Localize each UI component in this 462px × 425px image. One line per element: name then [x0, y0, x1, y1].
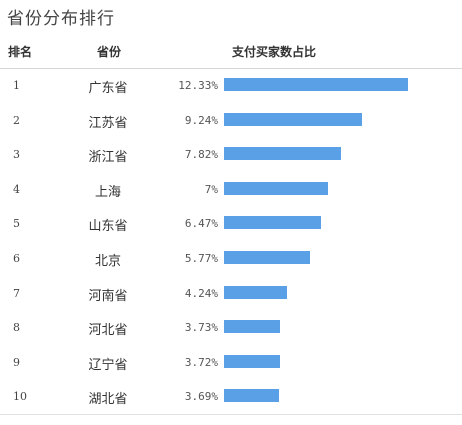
province-cell: 辽宁省: [88, 357, 128, 373]
table-bottom-divider: [0, 414, 462, 415]
table-row: 4 上海 7%: [0, 173, 462, 208]
rank-cell: 10: [13, 390, 27, 404]
page-title: 省份分布排行: [7, 9, 115, 29]
ranking-table: 1 广东省 12.33% 2 江苏省 9.24% 3 浙江省 7.82% 4 上海 7% 5 山东省 6.4…: [0, 69, 462, 415]
percentage-label: 9.24%: [184, 113, 218, 127]
table-row: 7 河南省 4.24%: [0, 277, 462, 312]
province-cell: 浙江省: [88, 150, 128, 166]
percentage-bar: [224, 320, 280, 334]
rank-cell: 2: [13, 113, 20, 127]
percentage-label: 4.24%: [184, 286, 218, 300]
percentage-bar: [224, 216, 321, 230]
rank-cell: 7: [13, 286, 20, 300]
percentage-label: 6.47%: [184, 217, 218, 231]
rank-cell: 4: [13, 182, 20, 196]
percentage-bar: [224, 181, 329, 195]
province-column-header: 省份: [96, 45, 121, 59]
province-cell: 河北省: [88, 323, 128, 339]
province-cell: 山东省: [88, 219, 128, 235]
rank-cell: 8: [13, 321, 20, 335]
province-cell: 上海: [94, 184, 121, 200]
table-row: 2 江苏省 9.24%: [0, 104, 462, 139]
rank-cell: 3: [13, 148, 20, 162]
province-cell: 河南省: [88, 288, 128, 304]
rank-column-header: 排名: [8, 45, 33, 59]
rank-cell: 6: [13, 251, 20, 265]
percentage-bar: [224, 354, 280, 368]
percentage-bar: [224, 389, 280, 403]
percentage-label: 12.33%: [178, 79, 218, 92]
percentage-label: 3.69%: [184, 390, 218, 404]
percentage-label: 5.77%: [184, 251, 218, 265]
table-row: 10 湖北省 3.69%: [0, 380, 462, 415]
percentage-label: 7%: [204, 182, 218, 196]
province-cell: 北京: [94, 253, 121, 269]
percentage-bar: [224, 78, 408, 91]
province-cell: 广东省: [88, 81, 128, 96]
table-row: 3 浙江省 7.82%: [0, 138, 462, 173]
province-cell: 湖北省: [88, 392, 128, 408]
percentage-label: 3.72%: [184, 355, 218, 369]
payment-column-header: 支付买家数占比: [232, 45, 317, 59]
percentage-bar: [224, 250, 311, 264]
province-cell: 江苏省: [88, 115, 128, 131]
rank-cell: 1: [13, 79, 20, 92]
rank-cell: 5: [13, 217, 20, 231]
table-row: 6 北京 5.77%: [0, 242, 462, 277]
table-row: 8 河北省 3.73%: [0, 311, 462, 346]
percentage-label: 3.73%: [184, 321, 218, 335]
percentage-bar: [224, 112, 362, 126]
percentage-label: 7.82%: [184, 148, 218, 162]
table-row: 5 山东省 6.47%: [0, 207, 462, 242]
table-row: 9 辽宁省 3.72%: [0, 346, 462, 381]
percentage-bar: [224, 147, 341, 161]
percentage-bar: [224, 285, 288, 299]
table-row: 1 广东省 12.33%: [0, 69, 462, 104]
rank-cell: 9: [13, 355, 20, 369]
table-header: 排名 省份 支付买家数占比: [0, 34, 462, 69]
